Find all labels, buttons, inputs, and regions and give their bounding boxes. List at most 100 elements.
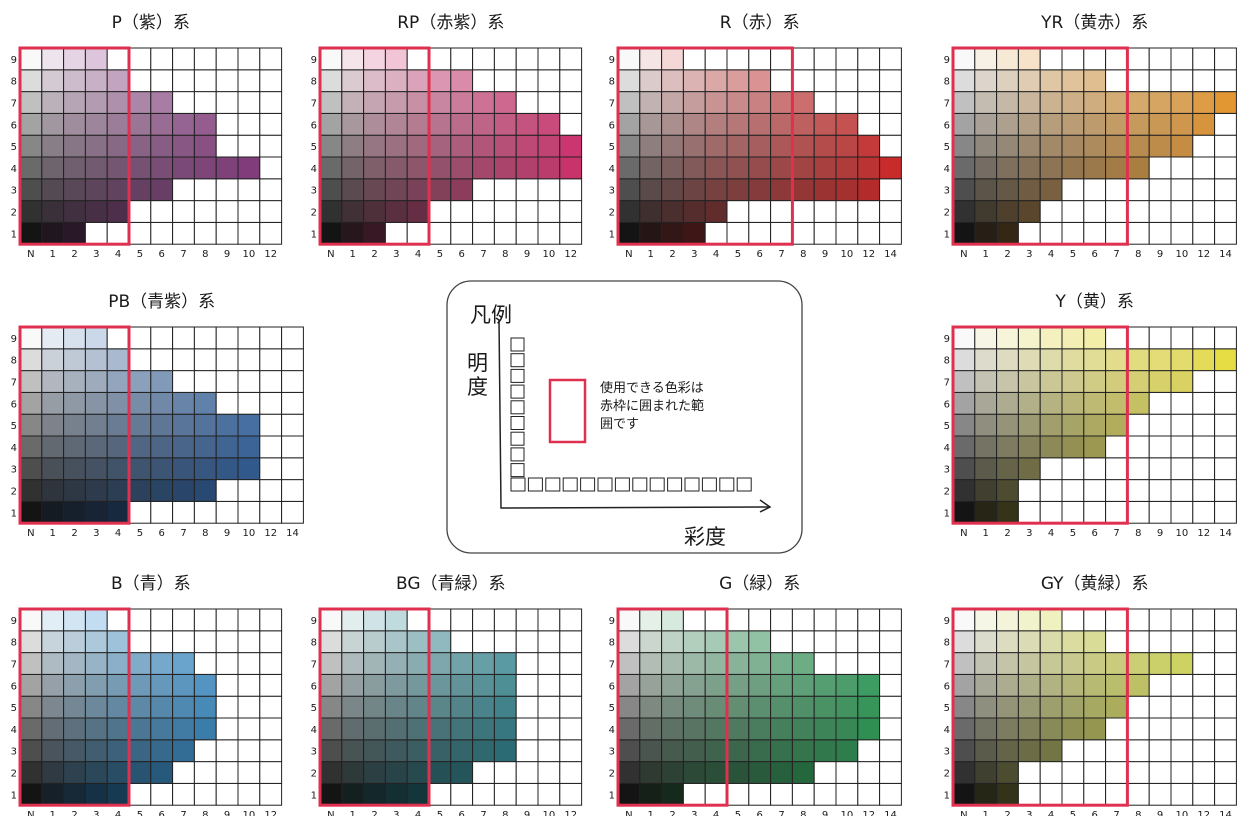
color-cell [537, 695, 561, 719]
x-tick-label: 10 [1176, 528, 1189, 539]
legend-value-cell [510, 368, 525, 383]
color-cell [237, 221, 261, 245]
color-cell [406, 782, 430, 806]
color-cell [1214, 457, 1237, 481]
color-cell [259, 134, 283, 158]
color-cell [406, 178, 430, 202]
y-tick-label: 5 [11, 421, 17, 432]
color-cell [952, 652, 976, 675]
color-cell [237, 435, 261, 459]
color-cell [84, 761, 108, 784]
color-cell [974, 761, 998, 784]
x-tick-label: 4 [415, 810, 421, 816]
color-cell [1126, 134, 1150, 158]
color-cell [682, 112, 706, 136]
color-cell [537, 47, 561, 71]
legend-value-cell [510, 337, 525, 352]
color-cell [996, 69, 1019, 93]
color-cell [1105, 761, 1128, 784]
color-cell [996, 782, 1019, 806]
color-cell [515, 761, 539, 784]
y-tick-label: 2 [311, 769, 317, 780]
color-cell [515, 134, 539, 158]
legend-value-cell [510, 353, 525, 368]
color-cell [1126, 200, 1150, 223]
color-cell [1105, 717, 1128, 741]
color-cell [974, 112, 998, 136]
color-cell [1083, 479, 1107, 502]
color-cell [472, 652, 495, 675]
color-cell [996, 221, 1019, 245]
color-cell [150, 500, 174, 524]
y-tick-label: 8 [11, 356, 17, 367]
color-cell [726, 69, 750, 93]
color-cell [237, 91, 261, 114]
x-tick-label: 2 [371, 249, 377, 260]
color-cell [215, 348, 239, 372]
y-tick-label: 3 [311, 186, 317, 197]
color-cell [215, 326, 239, 350]
color-cell [1192, 717, 1216, 741]
color-cell [1105, 695, 1128, 719]
y-tick-label: 6 [944, 681, 950, 692]
y-tick-label: 1 [11, 790, 17, 801]
x-tick-label: 5 [1070, 528, 1076, 539]
x-tick-label: 12 [1197, 810, 1210, 816]
color-cell [770, 178, 793, 202]
legend-chroma-cell [527, 477, 543, 492]
color-cell [1214, 326, 1237, 350]
x-tick-label: 8 [1135, 249, 1141, 260]
color-cell [341, 739, 365, 763]
color-cell [559, 200, 583, 223]
color-cell [1105, 413, 1128, 437]
color-cell [515, 112, 539, 136]
color-cell [281, 370, 304, 393]
y-tick-label: 2 [11, 487, 17, 498]
color-cell [150, 370, 174, 393]
chart-title: BG（青緑）系 [396, 574, 506, 594]
color-cell [384, 69, 408, 93]
color-cell [84, 391, 108, 415]
color-cell [537, 91, 561, 114]
x-tick-label: N [625, 249, 632, 260]
color-cell [1214, 178, 1237, 202]
color-cell [172, 652, 195, 675]
color-cell [384, 91, 408, 114]
color-cell [384, 47, 408, 71]
color-cell [996, 652, 1019, 675]
color-cell [661, 134, 684, 158]
color-cell [559, 630, 583, 654]
color-cell [1192, 761, 1216, 784]
y-tick-label: 6 [609, 120, 615, 131]
x-tick-label: 9 [524, 249, 530, 260]
color-cell [996, 673, 1019, 697]
color-cell [150, 91, 174, 114]
color-cell [363, 91, 386, 114]
color-cell [1083, 413, 1107, 437]
color-cell [84, 500, 108, 524]
y-tick-label: 6 [11, 681, 17, 692]
color-cell [857, 673, 881, 697]
color-cell [106, 91, 130, 114]
color-cell [1214, 413, 1237, 437]
color-cell [1192, 782, 1216, 806]
color-cell [559, 112, 583, 136]
color-cell [41, 134, 65, 158]
color-cell [259, 435, 283, 459]
color-cell [319, 630, 343, 654]
color-cell [237, 717, 261, 741]
color-cell [996, 500, 1019, 524]
x-tick-label: N [960, 249, 967, 260]
color-cell [84, 326, 108, 350]
color-cell [406, 673, 430, 697]
color-cell [493, 695, 517, 719]
legend-frame-description: 囲です [600, 417, 639, 432]
color-cell [974, 91, 998, 114]
y-tick-label: 7 [11, 660, 17, 671]
color-cell [879, 178, 902, 202]
color-cell [748, 695, 772, 719]
color-cell [639, 673, 663, 697]
color-cell [1148, 457, 1172, 481]
color-cell [237, 178, 261, 202]
